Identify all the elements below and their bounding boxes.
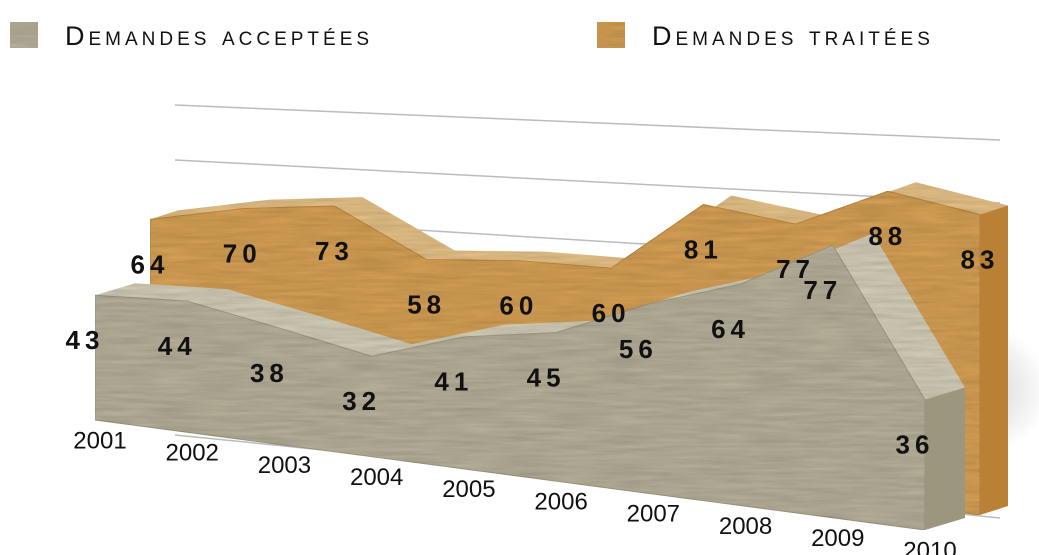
data-label: 73 [315, 236, 354, 266]
legend-swatch [10, 22, 38, 48]
area [94, 244, 926, 531]
data-label: 32 [342, 386, 381, 416]
data-label: 44 [158, 331, 197, 361]
data-label: 81 [684, 234, 723, 264]
data-label: 43 [66, 325, 105, 355]
x-tick-label: 2004 [350, 464, 403, 491]
x-tick-label: 2003 [258, 452, 311, 479]
area-top-face [95, 233, 965, 400]
data-label: 56 [619, 334, 658, 364]
data-label: 36 [896, 430, 935, 460]
x-tick-label: 2005 [442, 476, 495, 503]
x-tick-label: 2009 [811, 525, 864, 552]
grid-line [174, 159, 1001, 204]
x-tick-label: 2001 [73, 427, 126, 454]
legend-label: Demandes acceptées [65, 21, 373, 51]
data-label: 70 [223, 238, 262, 268]
data-label: 41 [434, 367, 473, 397]
data-label: 60 [592, 298, 631, 328]
data-label: 64 [711, 314, 750, 344]
x-tick-label: 2002 [166, 440, 219, 467]
data-label: 45 [527, 362, 566, 392]
legend: Demandes acceptées Demandes traitées [10, 21, 934, 51]
area-top-face [150, 182, 1008, 269]
data-label: 77 [776, 254, 815, 284]
x-tick-label: 2006 [534, 488, 587, 515]
data-label: 88 [868, 221, 907, 251]
legend-swatch [597, 22, 625, 48]
x-tick-label: 2007 [627, 501, 680, 528]
area-side-face [980, 205, 1008, 516]
area-side-face [925, 387, 965, 530]
x-tick-label: 2008 [719, 513, 772, 540]
data-label: 38 [250, 358, 289, 388]
data-label: 77 [803, 275, 842, 305]
grid-line [174, 104, 1001, 141]
data-label: 58 [407, 289, 446, 319]
data-label: 64 [131, 249, 170, 279]
data-label: 83 [961, 244, 1000, 274]
x-tick-label: 2010 [903, 537, 956, 555]
data-label: 60 [499, 291, 538, 321]
legend-label: Demandes traitées [652, 21, 934, 51]
